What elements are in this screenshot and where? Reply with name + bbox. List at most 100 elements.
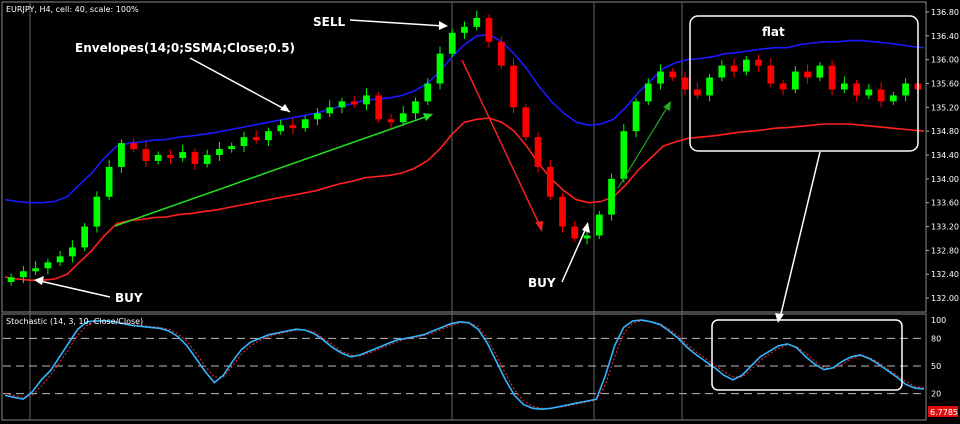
price-tick-label-12: 132.00	[931, 294, 959, 303]
candle-body-40	[497, 41, 505, 66]
uptrend-arrowhead	[423, 113, 433, 121]
candle-body-61	[755, 59, 762, 66]
candle-body-44	[546, 166, 554, 197]
vertical-gridlines	[29, 3, 683, 420]
price-tick-label-4: 135.20	[931, 103, 959, 112]
envelopes-annotation: Envelopes(14;0;SSMA;Close;0.5)	[75, 41, 295, 55]
candle-body-53	[657, 71, 664, 84]
candle-body-52	[644, 83, 652, 102]
main-panel-frame	[1, 1, 927, 313]
candle-body-36	[448, 32, 456, 54]
price-tick-label-9: 133.20	[931, 223, 959, 232]
candle-body-3	[44, 262, 52, 269]
candle-body-57	[706, 77, 713, 96]
candle-body-55	[681, 77, 689, 90]
candle-body-46	[571, 226, 579, 239]
candle-body-37	[461, 26, 468, 33]
candle-body-7	[93, 196, 101, 227]
buy-label-1: BUY	[115, 291, 143, 305]
candle-body-45	[559, 196, 566, 227]
candle-body-73	[902, 83, 909, 96]
candle-body-67	[828, 65, 836, 90]
flat-box-price	[689, 15, 919, 152]
candle-body-39	[485, 17, 493, 42]
candle-body-25	[314, 113, 321, 120]
recovery-arrowhead	[663, 101, 671, 111]
price-axis: 136.80 136.40 136.00 135.60 135.20 134.80 134.…	[926, 8, 959, 303]
stoch-tick-label-1: 80	[931, 334, 941, 343]
uptrend-arrow	[114, 115, 429, 227]
candle-body-48	[595, 214, 603, 236]
stoch-tick-label-2: 50	[931, 362, 941, 371]
candle-body-19	[240, 137, 248, 147]
candle-body-24	[301, 119, 309, 129]
candle-body-51	[632, 101, 640, 132]
candle-body-72	[889, 95, 897, 102]
stochastic-signal-line	[4, 320, 925, 409]
sell-arrow	[349, 19, 445, 27]
price-tick-label-10: 132.80	[931, 246, 959, 255]
candle-body-13	[167, 155, 174, 158]
candle-body-11	[142, 149, 150, 161]
candle-body-0	[7, 277, 15, 282]
candle-body-71	[877, 89, 885, 102]
flat-box-stochastic	[711, 319, 903, 391]
candle-body-22	[277, 125, 285, 132]
envelope-line-0	[4, 33, 925, 204]
price-tick-label-11: 132.40	[931, 270, 959, 279]
chart-header: EURJPY, H4, cell: 40, scale: 100%	[6, 5, 139, 14]
price-tick-label-0: 136.80	[931, 8, 959, 17]
candle-body-14	[179, 152, 187, 158]
candle-body-9	[118, 143, 125, 167]
candle-body-70	[865, 89, 873, 96]
envelopes-arrowhead	[280, 104, 290, 112]
candle-body-47	[583, 235, 591, 239]
stochastic-axis: 100 80 50 20	[931, 316, 946, 399]
candle-body-50	[620, 131, 628, 179]
stochastic-main-line	[4, 319, 925, 411]
envelope-line-1	[4, 117, 925, 282]
candle-body-62	[767, 65, 775, 84]
candle-body-20	[252, 137, 260, 141]
current-value-badge	[928, 406, 958, 417]
candle-body-32	[399, 113, 407, 123]
candle-body-6	[81, 226, 89, 248]
candle-body-28	[350, 101, 358, 105]
candle-body-8	[105, 166, 113, 197]
sell-arrowhead	[439, 21, 448, 30]
buy-label-2: BUY	[528, 276, 556, 290]
price-tick-label-7: 134.00	[931, 175, 959, 184]
candle-body-49	[608, 178, 615, 215]
candle-body-5	[69, 247, 76, 257]
candle-body-27	[338, 101, 346, 108]
price-tick-label-8: 133.60	[931, 199, 959, 208]
candle-body-54	[669, 71, 677, 78]
candle-body-66	[816, 65, 824, 78]
stochastic-lines	[4, 319, 925, 411]
flat-connector	[779, 151, 821, 319]
candle-body-56	[693, 89, 701, 96]
buy-arrowhead-1	[34, 276, 44, 285]
candle-body-58	[718, 65, 726, 78]
candle-body-43	[534, 137, 542, 167]
stochastic-levels	[3, 337, 925, 395]
price-tick-label-5: 134.80	[931, 127, 959, 136]
stoch-tick-label-0: 100	[931, 316, 946, 325]
price-tick-label-3: 135.60	[931, 79, 959, 88]
candle-body-38	[473, 17, 481, 27]
candle-body-41	[510, 65, 517, 108]
candle-body-31	[387, 119, 395, 123]
candle-body-2	[32, 268, 40, 272]
candle-body-69	[853, 83, 860, 96]
candle-body-63	[779, 83, 787, 90]
candle-body-64	[791, 71, 799, 90]
candle-body-15	[191, 152, 199, 164]
candle-body-1	[20, 271, 27, 278]
sell-label: SELL	[313, 15, 345, 29]
candle-body-17	[216, 149, 223, 156]
candle-body-30	[375, 95, 383, 120]
buy-arrowhead-2	[582, 222, 590, 233]
candle-body-16	[203, 155, 211, 164]
downtrend-arrow	[461, 59, 541, 227]
recovery-arrow	[617, 105, 669, 189]
